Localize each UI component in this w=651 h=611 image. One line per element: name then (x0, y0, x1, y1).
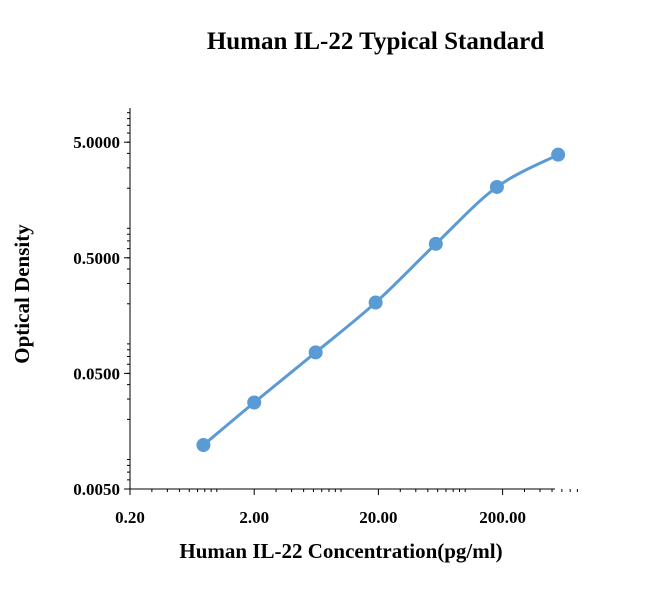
y-tick-label: 5.0000 (73, 133, 120, 152)
chart-title: Human IL-22 Typical Standard (206, 28, 545, 55)
ticks: 0.0050 0.0500 0.5000 5.0000 0.20 2.00 20.00 200… (73, 112, 578, 527)
x-tick-label: 200.00 (479, 508, 526, 527)
data-point (196, 438, 211, 453)
data-point (247, 395, 262, 410)
axes (129, 108, 555, 490)
x-tick-label: 20.00 (359, 508, 397, 527)
data-point (308, 345, 323, 360)
y-tick-label: 0.0050 (73, 480, 120, 499)
y-tick-label: 0.0500 (73, 364, 120, 383)
data-point (368, 295, 383, 310)
data-point (428, 236, 443, 251)
x-axis-title: Human IL-22 Concentration(pg/ml) (179, 539, 502, 563)
data-point (551, 147, 566, 162)
series-layer (196, 147, 566, 453)
axis-labels: Human IL-22 Concentration(pg/ml) Optical… (10, 224, 503, 563)
y-tick-label: 0.5000 (73, 249, 120, 268)
y-axis-title: Optical Density (10, 224, 34, 364)
x-tick-label: 2.00 (239, 508, 269, 527)
x-tick-label: 0.20 (115, 508, 145, 527)
data-point (489, 179, 504, 194)
